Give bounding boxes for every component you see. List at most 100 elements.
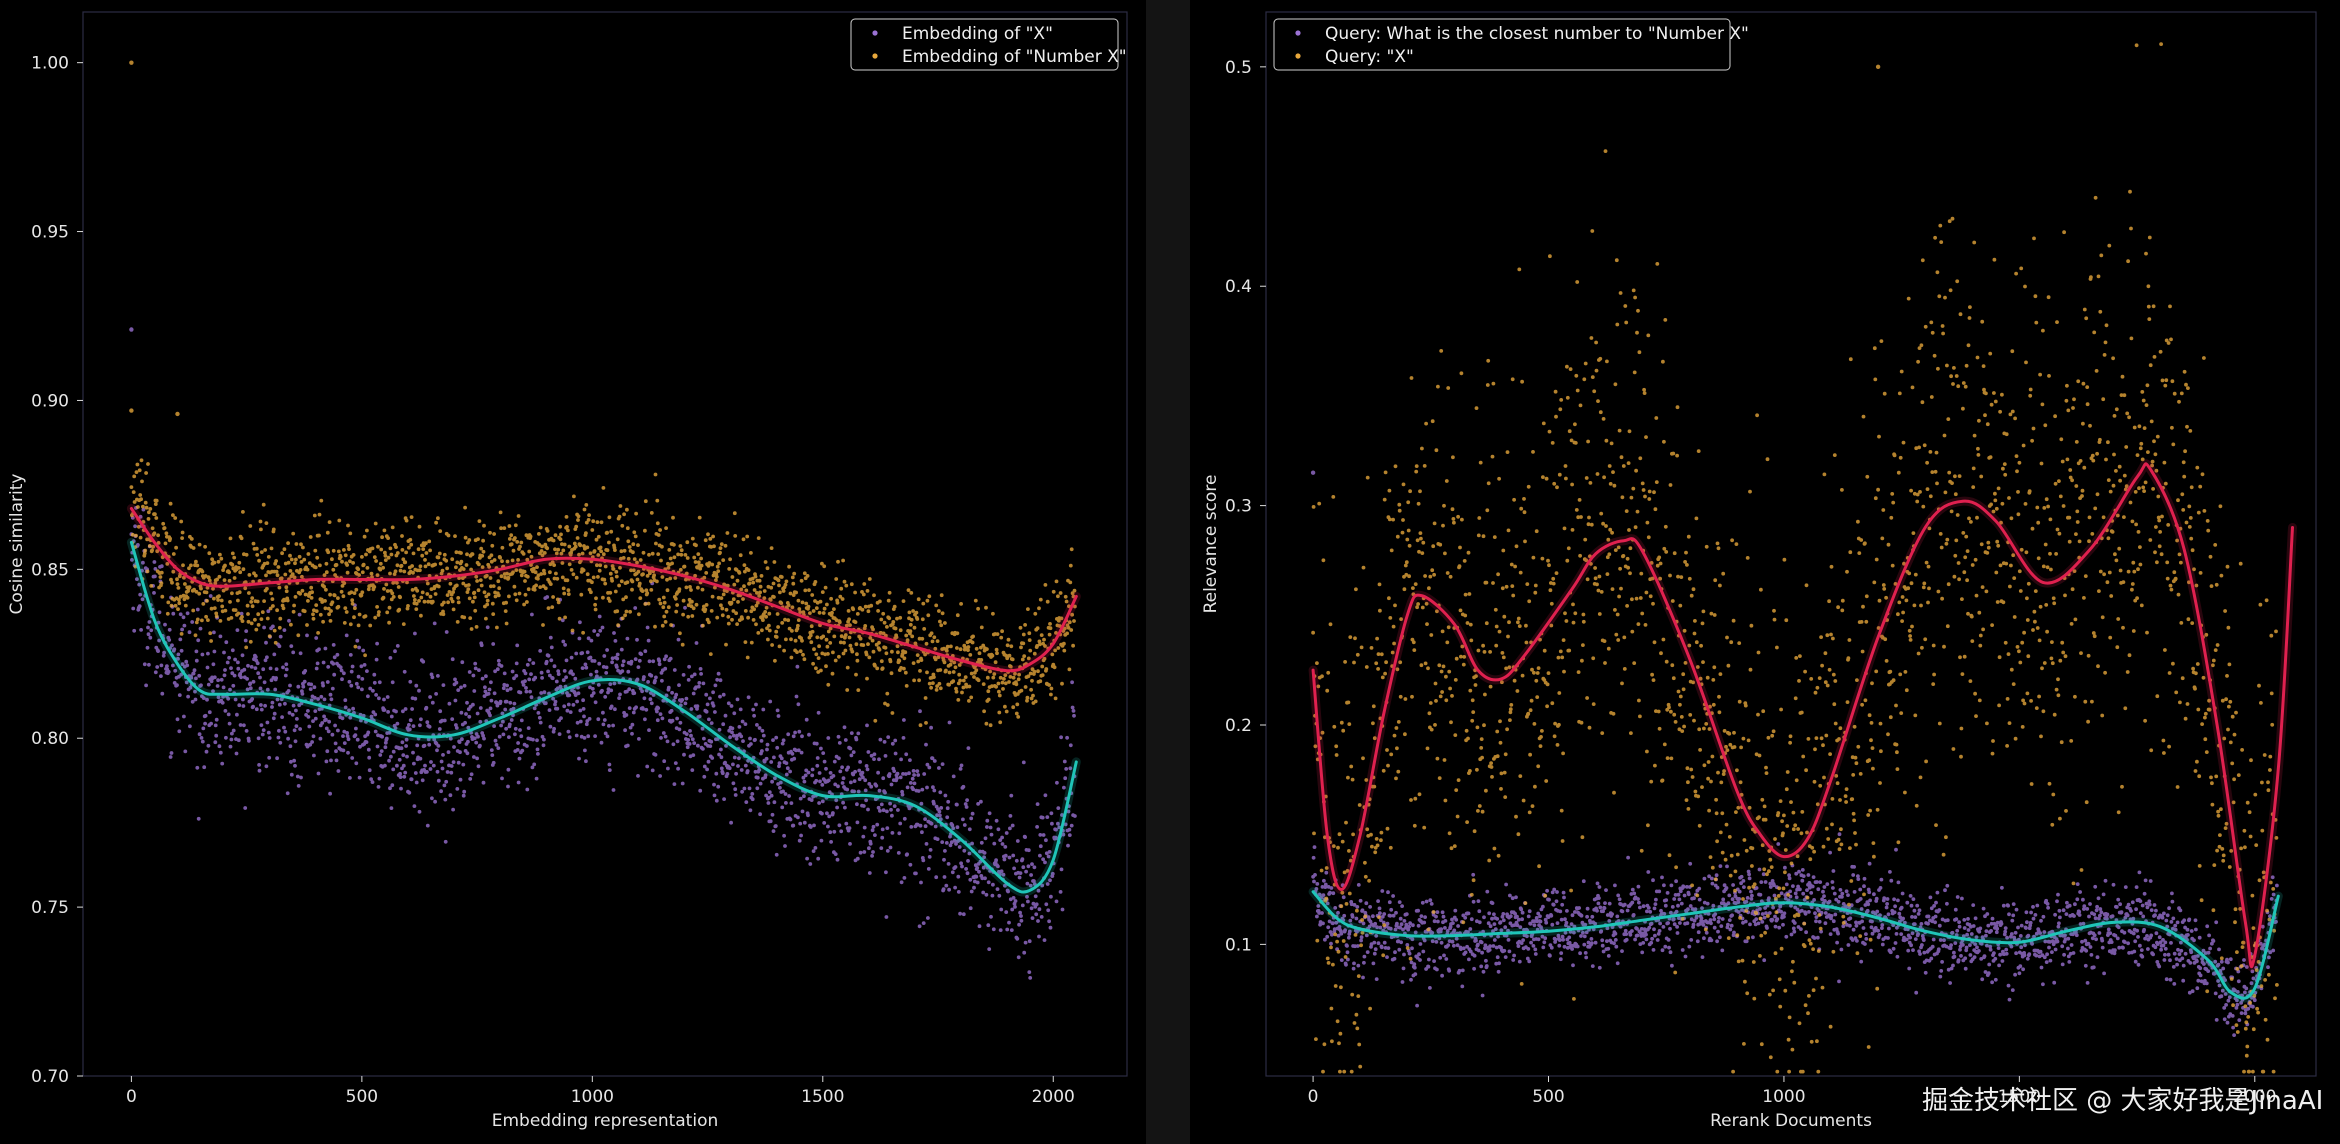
scatter-point: [832, 759, 837, 764]
x-tick-label: 2000: [1032, 1087, 1075, 1107]
scatter-point: [601, 486, 606, 490]
scatter-point: [561, 548, 566, 553]
scatter-point: [615, 537, 620, 542]
scatter-point: [172, 647, 177, 652]
scatter-point: [856, 789, 861, 794]
scatter-point: [395, 563, 400, 568]
scatter-point: [1675, 931, 1680, 935]
scatter-point: [816, 710, 821, 715]
scatter-point: [366, 694, 370, 699]
scatter-point: [758, 812, 762, 817]
scatter-point: [1032, 865, 1037, 870]
scatter-point: [602, 718, 607, 722]
scatter-point: [779, 601, 784, 605]
scatter-point: [1677, 897, 1682, 902]
scatter-point: [229, 737, 234, 742]
scatter-point: [921, 601, 926, 606]
scatter-point: [932, 788, 937, 793]
scatter-point: [482, 590, 487, 595]
scatter-point: [1388, 926, 1393, 931]
scatter-point: [258, 686, 263, 691]
scatter-point: [1399, 922, 1404, 927]
scatter-point: [957, 672, 962, 677]
scatter-point: [269, 546, 274, 551]
scatter-point: [571, 672, 575, 677]
scatter-point: [482, 523, 486, 528]
scatter-point: [519, 573, 524, 578]
scatter-point: [613, 589, 618, 594]
scatter-point: [434, 520, 438, 525]
scatter-point: [253, 617, 257, 622]
scatter-point: [1660, 948, 1665, 953]
scatter-point: [796, 748, 801, 753]
scatter-point: [322, 584, 326, 589]
scatter-point: [1492, 912, 1496, 917]
scatter-point: [306, 709, 310, 713]
scatter-point: [1564, 920, 1569, 925]
scatter-point: [352, 591, 357, 595]
scatter-point: [148, 507, 153, 511]
scatter-point: [297, 612, 302, 617]
scatter-point: [555, 706, 560, 711]
scatter-point: [361, 648, 366, 653]
scatter-point: [194, 589, 199, 594]
scatter-point: [1317, 892, 1322, 897]
scatter-point: [199, 736, 204, 740]
scatter-point: [212, 606, 217, 610]
scatter-point: [418, 723, 422, 728]
scatter-point: [1379, 918, 1383, 923]
scatter-point: [912, 678, 916, 683]
scatter-point: [353, 606, 357, 611]
scatter-point: [551, 729, 556, 734]
scatter-point: [607, 768, 612, 772]
scatter-point: [530, 765, 535, 770]
scatter-point: [196, 816, 201, 821]
scatter-point: [621, 556, 626, 560]
scatter-point: [1646, 906, 1651, 910]
scatter-point: [232, 673, 237, 678]
scatter-point: [985, 825, 989, 829]
scatter-point: [222, 650, 226, 655]
scatter-point: [1624, 937, 1629, 942]
scatter-point: [1520, 910, 1525, 915]
scatter-point: [336, 769, 341, 773]
scatter-point: [919, 658, 924, 662]
scatter-point: [1671, 917, 1676, 922]
scatter-point: [489, 748, 494, 752]
scatter-point: [247, 739, 251, 743]
scatter-point: [1620, 949, 1624, 953]
scatter-point: [586, 734, 591, 739]
scatter-point: [1413, 972, 1418, 976]
scatter-point: [1073, 814, 1077, 818]
scatter-point: [314, 603, 319, 607]
scatter-point: [808, 825, 813, 829]
scatter-point: [502, 671, 507, 676]
scatter-point: [414, 607, 419, 611]
scatter-point: [1555, 921, 1560, 925]
scatter-point: [351, 706, 355, 711]
scatter-point: [283, 701, 287, 706]
scatter-point: [220, 761, 225, 766]
scatter-point: [1034, 912, 1039, 917]
scatter-point: [539, 670, 544, 675]
scatter-point: [824, 766, 828, 771]
scatter-point: [1048, 925, 1053, 930]
scatter-point: [622, 548, 627, 553]
scatter-point: [808, 633, 813, 638]
scatter-point: [716, 595, 721, 600]
scatter-point: [300, 574, 304, 579]
scatter-point: [461, 581, 466, 586]
scatter-point: [830, 671, 835, 676]
scatter-point: [844, 821, 849, 826]
scatter-point: [799, 578, 804, 583]
scatter-point: [348, 531, 353, 536]
scatter-point: [858, 850, 863, 855]
scatter-point: [1001, 687, 1005, 691]
scatter-point: [294, 542, 299, 546]
scatter-point: [620, 663, 625, 668]
scatter-point: [254, 627, 259, 632]
scatter-point: [513, 732, 517, 737]
scatter-point: [346, 523, 350, 528]
scatter-point: [837, 620, 842, 625]
scatter-point: [724, 607, 729, 612]
